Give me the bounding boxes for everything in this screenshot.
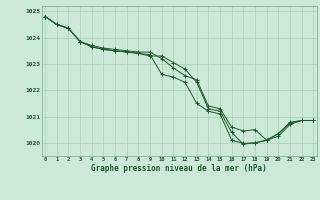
- X-axis label: Graphe pression niveau de la mer (hPa): Graphe pression niveau de la mer (hPa): [91, 164, 267, 173]
